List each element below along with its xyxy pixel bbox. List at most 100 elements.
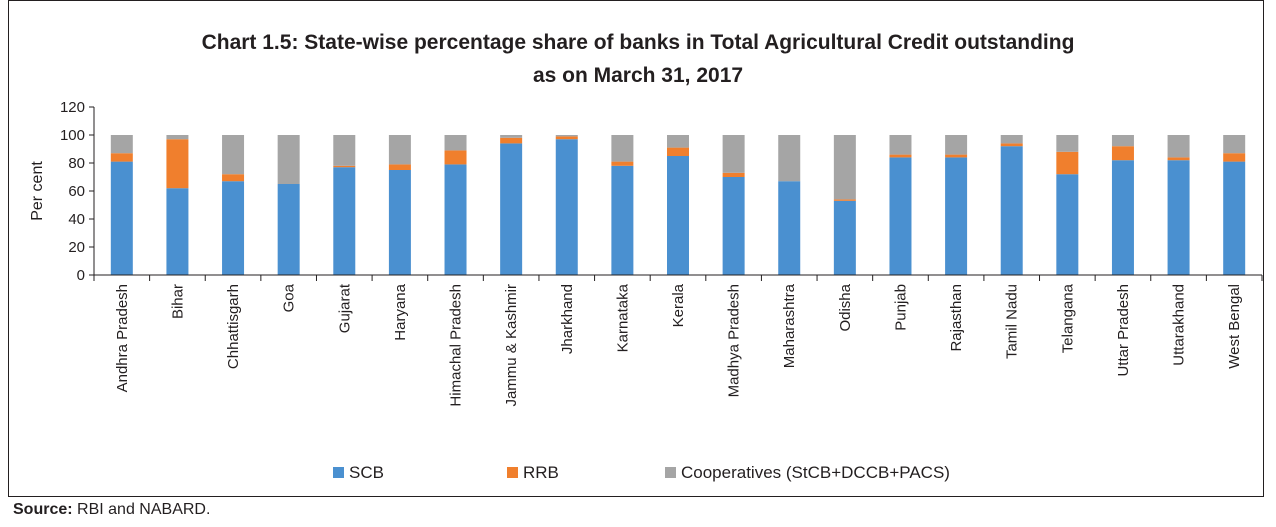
bar-cooperatives-andhra-pradesh [110, 135, 133, 154]
bar-cooperatives-maharashtra [778, 135, 801, 182]
chart-title-line-1: Chart 1.5: State-wise percentage share o… [201, 31, 1075, 54]
stacked-bar-chart: 0 20 40 60 80 100 120 Per cent Andhra Pradesh Bih… [29, 99, 1263, 482]
bar-scb-jammu-kashmir [500, 143, 523, 275]
bar-scb-punjab [889, 157, 912, 275]
bar-cooperatives-karnataka [611, 135, 634, 162]
bar-scb-telangana [1056, 174, 1079, 275]
x-category-label: Telangana [1059, 283, 1076, 353]
bar-rrb-tamil-nadu [1000, 143, 1023, 147]
bar-rrb-jharkhand [555, 136, 578, 140]
bar-rrb-bihar [166, 139, 189, 189]
source-label: Source: [13, 501, 73, 518]
bar-scb-maharashtra [778, 181, 801, 275]
chart-frame [8, 0, 1264, 497]
bar-rrb-west-bengal [1223, 153, 1246, 162]
x-category-label: Tamil Nadu [1004, 284, 1021, 359]
y-tick-label: 0 [77, 267, 85, 284]
bar-scb-karnataka [611, 165, 634, 275]
source-note: Source: RBI and NABARD. [13, 500, 210, 520]
x-category-label: Haryana [392, 283, 409, 340]
bar-rrb-gujarat [333, 165, 356, 168]
x-category-label: Maharashtra [781, 283, 798, 368]
bar-scb-tamil-nadu [1000, 146, 1023, 275]
bar-cooperatives-tamil-nadu [1000, 135, 1023, 144]
bar-rrb-punjab [889, 154, 912, 158]
bar-rrb-haryana [388, 164, 411, 170]
bar-rrb-madhya-pradesh [722, 172, 745, 177]
bar-cooperatives-chhattisgarh [222, 135, 245, 175]
legend-label: RRB [523, 463, 559, 482]
bar-scb-chhattisgarh [222, 181, 245, 275]
x-category-label: Jammu & Kashmir [503, 284, 520, 407]
y-tick-label: 80 [68, 155, 85, 172]
x-category-label: Kerala [670, 283, 687, 327]
x-category-label: Himachal Pradesh [448, 284, 465, 407]
source-text: RBI and NABARD. [77, 501, 211, 518]
bar-cooperatives-rajasthan [945, 135, 968, 155]
y-tick-label: 60 [68, 183, 85, 200]
bar-scb-goa [277, 184, 300, 275]
bar-rrb-kerala [667, 147, 689, 156]
bar-rrb-uttar-pradesh [1111, 146, 1134, 161]
x-category-label: Uttar Pradesh [1115, 284, 1132, 377]
bar-rrb-telangana [1056, 151, 1079, 175]
bar-scb-uttar-pradesh [1111, 160, 1134, 275]
x-category-label: Karnataka [614, 283, 631, 352]
bar-scb-uttarakhand [1167, 160, 1190, 275]
bar-cooperatives-jammu-kashmir [500, 135, 523, 138]
bar-scb-haryana [388, 170, 411, 275]
bar-cooperatives-telangana [1056, 135, 1079, 152]
x-category-label: Odisha [837, 283, 854, 331]
x-category-label: Goa [281, 283, 298, 312]
bar-scb-himachal-pradesh [444, 164, 467, 275]
bar-scb-jharkhand [555, 139, 578, 275]
bar-cooperatives-west-bengal [1223, 135, 1246, 154]
legend-swatch-cooperatives [665, 467, 676, 478]
x-category-label: Rajasthan [948, 284, 965, 352]
bar-rrb-jammu-kashmir [500, 137, 523, 144]
bar-scb-gujarat [333, 167, 356, 275]
y-tick-label: 40 [68, 211, 85, 228]
bar-rrb-chhattisgarh [222, 174, 245, 182]
x-category-label: Punjab [892, 284, 909, 331]
chart-title: Chart 1.5: State-wise percentage share o… [0, 26, 1276, 92]
x-category-label: Andhra Pradesh [114, 284, 131, 392]
y-tick-label: 100 [60, 127, 85, 144]
x-category-label: Gujarat [336, 283, 353, 333]
y-tick-label: 20 [68, 239, 85, 256]
bar-cooperatives-madhya-pradesh [722, 135, 745, 173]
bar-cooperatives-uttarakhand [1167, 135, 1190, 158]
bar-rrb-rajasthan [945, 154, 968, 158]
bar-cooperatives-kerala [667, 135, 689, 148]
bar-cooperatives-punjab [889, 135, 912, 155]
bar-rrb-uttarakhand [1167, 157, 1190, 161]
y-tick-label: 120 [60, 99, 85, 116]
bar-cooperatives-haryana [388, 135, 411, 165]
bar-cooperatives-himachal-pradesh [444, 135, 467, 151]
bar-cooperatives-gujarat [333, 135, 356, 166]
bar-scb-odisha [833, 200, 856, 275]
bar-rrb-andhra-pradesh [110, 153, 133, 162]
bar-rrb-himachal-pradesh [444, 150, 467, 165]
bar-cooperatives-uttar-pradesh [1111, 135, 1134, 147]
x-category-label: Uttarakhand [1171, 284, 1188, 366]
bar-scb-kerala [667, 156, 689, 275]
bar-scb-west-bengal [1223, 161, 1246, 275]
bar-cooperatives-odisha [833, 135, 856, 200]
legend-label: SCB [349, 463, 384, 482]
bar-rrb-karnataka [611, 161, 634, 166]
chart-title-line-2: as on March 31, 2017 [532, 64, 744, 87]
bar-rrb-odisha [833, 199, 856, 201]
y-axis-title: Per cent [29, 161, 46, 221]
x-category-label: Madhya Pradesh [726, 284, 743, 397]
bar-cooperatives-bihar [166, 135, 189, 140]
x-category-label: Bihar [169, 284, 186, 319]
bar-scb-rajasthan [945, 157, 968, 275]
bar-cooperatives-goa [277, 135, 300, 184]
legend-swatch-rrb [507, 467, 518, 478]
legend-label: Cooperatives (StCB+DCCB+PACS) [681, 463, 950, 482]
bar-scb-bihar [166, 188, 189, 275]
x-category-label: West Bengal [1226, 284, 1243, 369]
x-category-label: Jharkhand [559, 284, 576, 354]
x-category-label: Chhattisgarh [225, 284, 242, 369]
